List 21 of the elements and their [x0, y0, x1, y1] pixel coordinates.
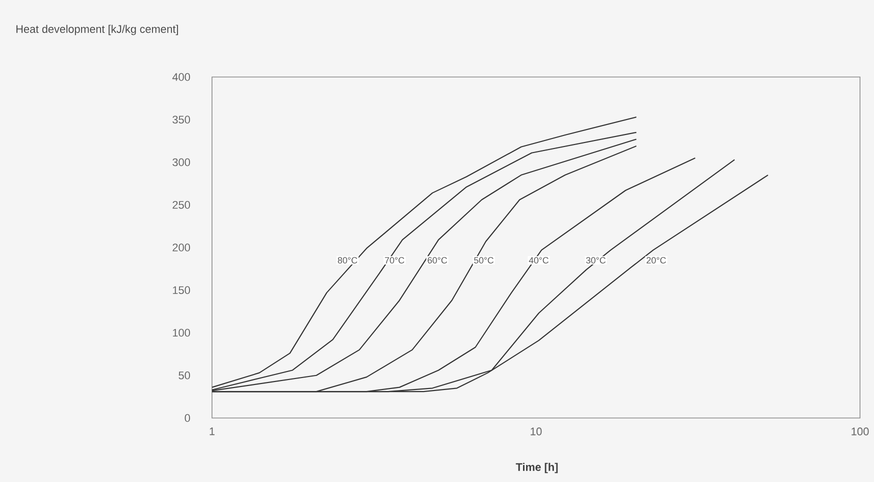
y-tick-label: 50: [178, 371, 190, 380]
x-tick-label: 10: [530, 428, 542, 436]
y-tick-label: 300: [172, 158, 190, 166]
y-tick-label: 150: [172, 286, 190, 294]
annotation: 50°C: [474, 257, 494, 264]
y-tick-label: 0: [184, 414, 190, 422]
y-tick-label: 400: [172, 73, 190, 81]
annotation: 60°C: [428, 257, 448, 264]
y-tick-label: 200: [172, 244, 190, 252]
annotation: 20°C: [646, 257, 666, 264]
annotation: 30°C: [586, 257, 606, 264]
annotation: 40°C: [528, 257, 549, 264]
y-tick-label: 100: [172, 328, 190, 337]
x-axis-title: Time [h]: [516, 462, 558, 474]
y-axis-title: Heat development [kJ/kg cement]: [16, 24, 178, 36]
annotation: 70°C: [384, 257, 404, 264]
annotation: 80°C: [338, 257, 358, 264]
y-tick-label: 350: [172, 116, 190, 124]
y-tick-label: 250: [172, 200, 190, 209]
x-tick-label: 1: [210, 428, 215, 436]
x-tick-label: 100: [852, 428, 869, 436]
